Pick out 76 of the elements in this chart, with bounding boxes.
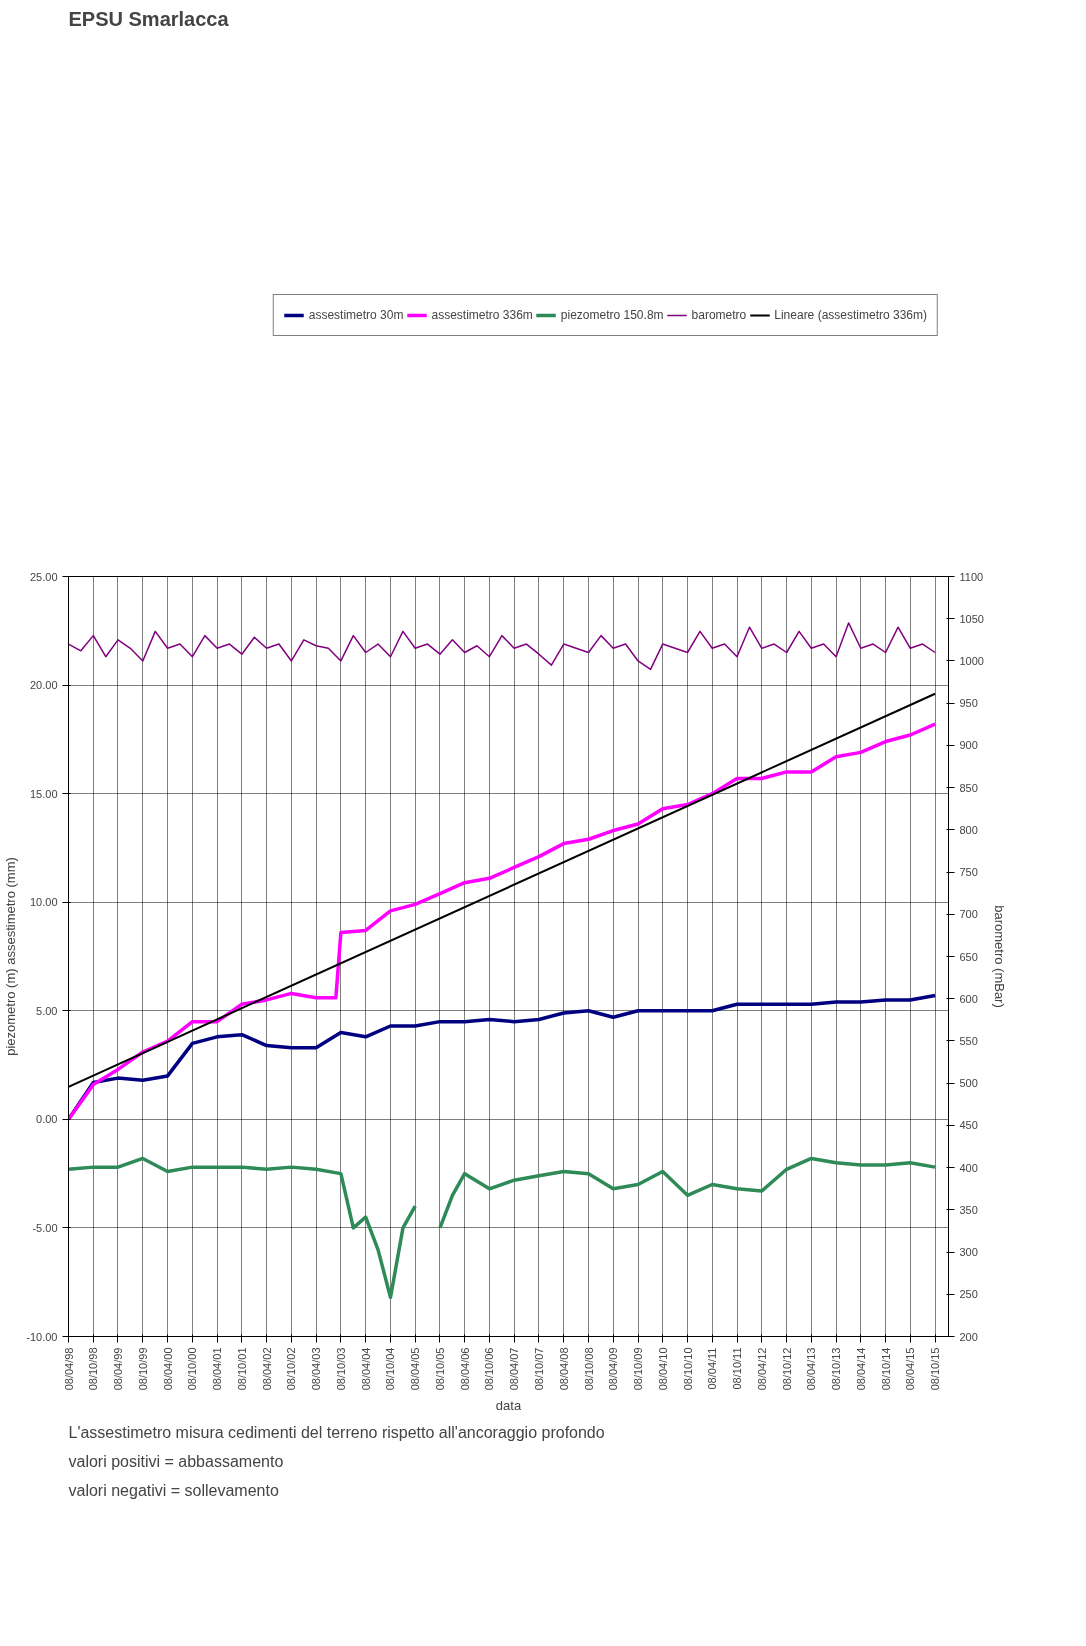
x-tick-label: 08/04/12	[755, 1347, 768, 1391]
x-tick-label: 08/04/00	[161, 1347, 174, 1391]
text: L'assestimetro misura cedimenti del terreno rispetto all'ancoraggio profondo	[68, 1423, 605, 1441]
y-tick-label: 25.00	[29, 570, 58, 583]
x-tick-label: 08/10/07	[532, 1347, 545, 1391]
x-tick-label: 08/10/10	[681, 1347, 694, 1391]
x-tick-label: 08/04/14	[854, 1347, 867, 1391]
x-tick-label: 08/10/03	[334, 1347, 347, 1391]
x-axis-title: data	[495, 1398, 522, 1414]
x-tick-label: 08/04/03	[310, 1347, 323, 1391]
x-tick-label: 08/10/05	[433, 1347, 446, 1391]
y-tick-label: 5.00	[36, 1004, 58, 1017]
y2-tick-label: 450	[959, 1119, 978, 1132]
chart-title: EPSU Smarlacca	[68, 7, 230, 30]
x-tick-label: 08/10/14	[879, 1347, 892, 1391]
x-tick-label: 08/10/11	[731, 1347, 744, 1390]
y2-tick-label: 200	[959, 1330, 978, 1343]
y2-tick-label: 800	[959, 823, 978, 836]
text: valori positivi = abbassamento	[68, 1452, 284, 1470]
line-series	[68, 622, 936, 671]
y2-tick-label: 300	[959, 1246, 978, 1259]
y2-tick-label: 1050	[959, 612, 984, 625]
y2-tick-label: 700	[959, 908, 978, 921]
x-tick-label: 08/04/07	[508, 1347, 521, 1391]
y2-tick-label: 400	[959, 1161, 978, 1174]
x-tick-label: 08/04/06	[458, 1347, 471, 1391]
y-tick-label: 15.00	[29, 787, 58, 800]
x-tick-label: 08/10/09	[632, 1347, 645, 1391]
y2-axis-title: barometro (mBar)	[991, 905, 1007, 1008]
x-tick-label: 08/10/15	[929, 1347, 942, 1391]
x-tick-label: 08/04/98	[62, 1347, 75, 1391]
x-tick-label: 08/04/05	[409, 1347, 422, 1391]
y2-tick-label: 350	[959, 1203, 978, 1216]
y-tick-label: -5.00	[32, 1221, 58, 1234]
y2-tick-label: 650	[959, 950, 978, 963]
x-tick-label: 08/04/01	[211, 1347, 224, 1391]
x-tick-label: 08/10/08	[582, 1347, 595, 1391]
y2-tick-label: 500	[959, 1077, 978, 1090]
y2-tick-label: 250	[959, 1288, 978, 1301]
y-tick-label: 0.00	[36, 1113, 58, 1126]
y2-tick-label: 750	[959, 866, 978, 879]
x-tick-label: 08/10/98	[87, 1347, 100, 1391]
y2-tick-label: 1100	[959, 570, 984, 583]
y2-tick-label: 550	[959, 1034, 978, 1047]
y-tick-label: 20.00	[29, 679, 58, 692]
x-tick-label: 08/04/11	[706, 1347, 719, 1390]
y-tick-label: -10.00	[26, 1330, 58, 1343]
y2-tick-label: 850	[959, 781, 978, 794]
y-axis-title: piezometro (m) assestimetro (mm)	[3, 857, 19, 1056]
y2-tick-label: 950	[959, 697, 978, 710]
legend-label: assestimetro 30m	[308, 308, 404, 322]
x-tick-label: 08/04/02	[260, 1347, 273, 1391]
y-tick-label: 10.00	[29, 896, 58, 909]
x-tick-label: 08/04/99	[111, 1347, 124, 1391]
x-tick-label: 08/10/06	[483, 1347, 496, 1391]
text: valori negativi = sollevamento	[68, 1481, 279, 1499]
x-tick-label: 08/10/00	[186, 1347, 199, 1391]
legend-label: assestimetro 336m	[431, 308, 533, 322]
x-tick-label: 08/10/13	[830, 1347, 843, 1391]
x-tick-label: 08/04/04	[359, 1347, 372, 1391]
legend-label: Lineare (assestimetro 336m)	[774, 308, 927, 322]
x-tick-label: 08/04/13	[805, 1347, 818, 1391]
x-tick-label: 08/10/01	[235, 1347, 248, 1391]
legend-label: barometro	[691, 308, 747, 322]
x-tick-label: 08/10/04	[384, 1347, 397, 1391]
x-tick-label: 08/04/15	[904, 1347, 917, 1391]
x-tick-label: 08/04/10	[656, 1347, 669, 1391]
x-tick-label: 08/10/99	[136, 1347, 149, 1391]
x-tick-label: 08/10/02	[285, 1347, 298, 1391]
x-tick-label: 08/10/12	[780, 1347, 793, 1391]
x-tick-label: 08/04/09	[607, 1347, 620, 1391]
y2-tick-label: 600	[959, 992, 978, 1005]
y2-tick-label: 900	[959, 739, 978, 752]
legend-label: piezometro 150.8m	[560, 308, 664, 322]
x-tick-label: 08/04/08	[557, 1347, 570, 1391]
y2-tick-label: 1000	[959, 654, 984, 667]
